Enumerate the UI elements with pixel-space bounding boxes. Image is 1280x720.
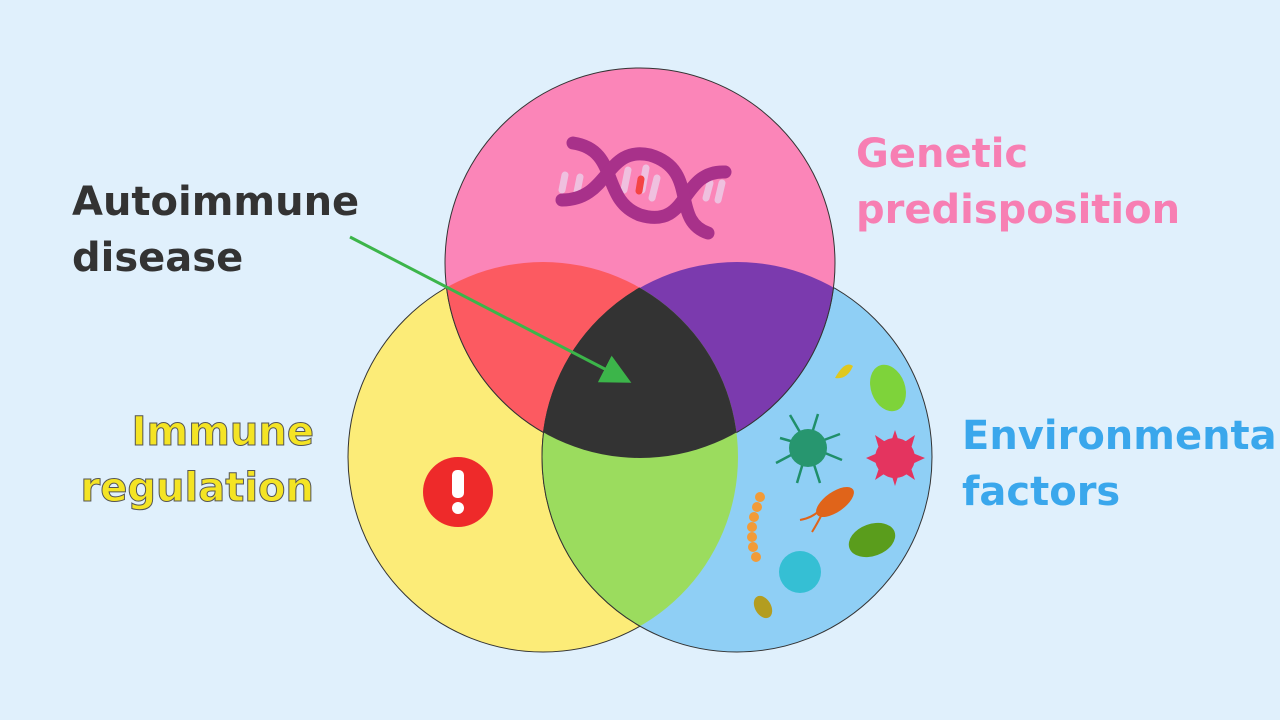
dna-icon [555, 136, 732, 240]
exclamation-icon [423, 457, 493, 527]
label-environmental-factors: Environmental factors [962, 408, 1280, 520]
label-line: Autoimmune [72, 179, 360, 225]
label-line: Environmental [962, 413, 1280, 459]
label-line: regulation [80, 465, 314, 512]
label-line: predisposition [856, 187, 1181, 233]
arrow [349, 235, 632, 383]
label-line: Immune [131, 409, 314, 456]
label-line: factors [962, 469, 1121, 515]
microbes-icon [747, 364, 925, 619]
label-immune-regulation: Immune regulation [80, 404, 314, 516]
label-line: Genetic [856, 131, 1029, 177]
label-line: disease [72, 235, 244, 281]
label-autoimmune-disease: Autoimmune disease [72, 174, 359, 286]
label-genetic-predisposition: Genetic predisposition [856, 126, 1180, 238]
